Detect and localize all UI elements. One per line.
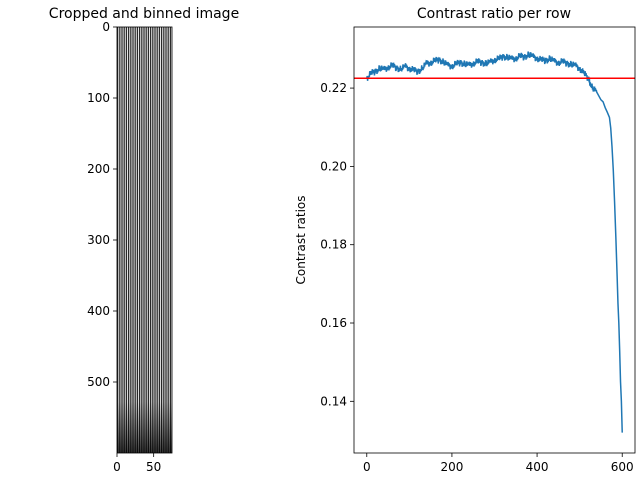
plot-frame: [353, 26, 636, 454]
image-y-axis: 0 100 200 300 400 500: [87, 20, 117, 389]
image-x-tick-label: 50: [146, 460, 161, 474]
image-bottom-shading: [117, 27, 172, 453]
line-y-tick-label: 0.16: [320, 316, 347, 330]
image-x-axis: 0 50: [113, 453, 161, 474]
contrast-series-line: [366, 51, 623, 433]
image-y-tick-label: 400: [87, 304, 110, 318]
line-x-tick-label: 400: [526, 460, 549, 474]
line-y-axis: 0.14 0.16 0.18 0.20 0.22: [320, 81, 354, 408]
image-y-tick-label: 200: [87, 162, 110, 176]
stripe-image: [117, 27, 172, 453]
line-x-tick-label: 0: [363, 460, 371, 474]
line-y-tick-label: 0.18: [320, 238, 347, 252]
line-y-tick-label: 0.14: [320, 394, 347, 408]
image-subplot: Cropped and binned image 0 100 200 300 400 50…: [49, 6, 239, 474]
image-title: Cropped and binned image: [49, 6, 239, 22]
line-x-tick-label: 200: [440, 460, 463, 474]
line-subplot: Contrast ratio per row Contrast ratios 0…: [294, 6, 636, 474]
image-y-tick-label: 500: [87, 375, 110, 389]
line-x-axis: 0 200 400 600: [363, 453, 634, 474]
image-y-tick-label: 100: [87, 91, 110, 105]
line-y-tick-label: 0.22: [320, 81, 347, 95]
line-title: Contrast ratio per row: [417, 6, 571, 22]
line-y-tick-label: 0.20: [320, 159, 347, 173]
plot-area: [354, 51, 635, 433]
image-y-tick-label: 300: [87, 233, 110, 247]
image-y-tick-label: 0: [102, 20, 110, 34]
image-x-tick-label: 0: [113, 460, 121, 474]
line-x-tick-label: 600: [611, 460, 634, 474]
y-axis-label: Contrast ratios: [294, 195, 308, 284]
